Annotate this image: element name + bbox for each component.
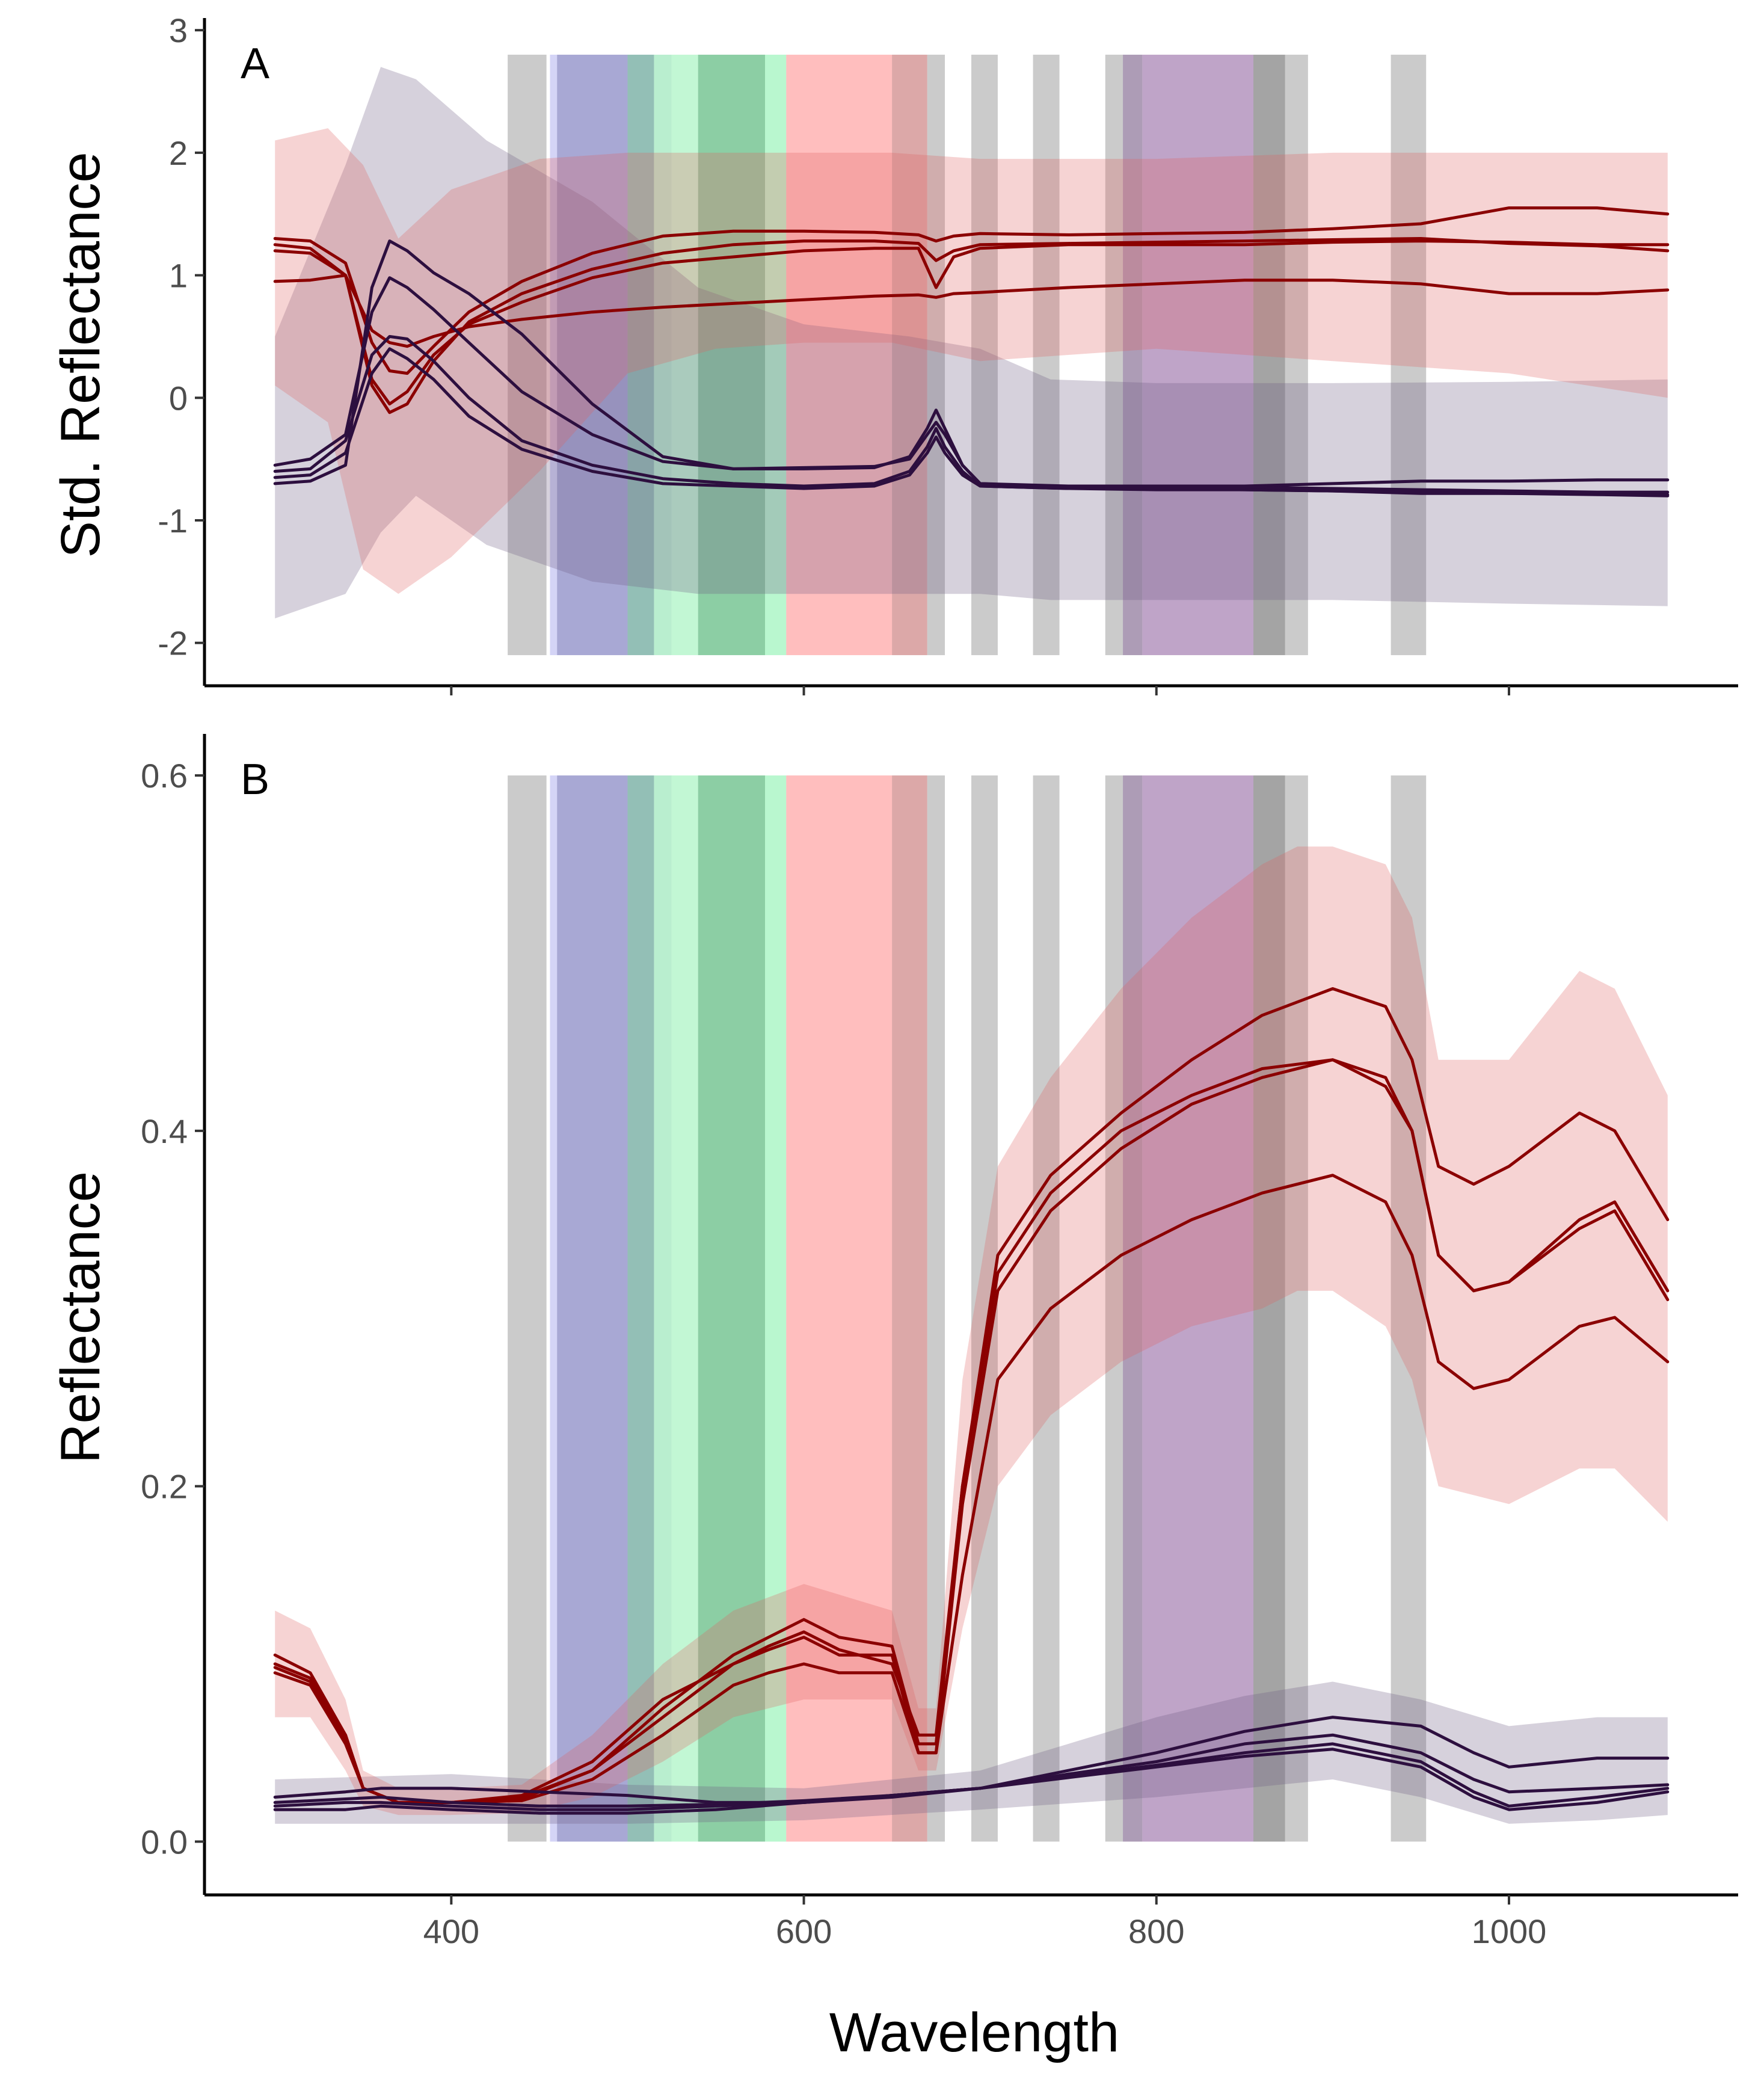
y-axis-title: Std. Reflectance [50,152,111,558]
band-1-12 [1033,775,1060,1842]
envelope-red-1 [275,846,1668,1816]
band-1-3 [627,775,654,1842]
series-line-soil-3 [273,347,1670,496]
band-0-13 [1105,54,1123,656]
band-1-7 [765,775,787,1842]
band-1-0 [508,775,547,1842]
band-0-16 [1253,54,1285,656]
band-1-5 [671,775,698,1842]
band-1-10 [927,775,945,1842]
x-tick-label: 600 [776,1912,832,1950]
panel-a: 3 2 1 0 -1 -2 Std. Reflectance A [50,11,1738,695]
y-axis-title: Reflectance [50,1171,111,1464]
envelope-purple-0 [275,67,1668,619]
band-1-13 [1105,775,1123,1842]
y-tick-label: 0.0 [141,1823,188,1861]
series-line-soil-4 [273,1748,1670,1815]
y-tick-label: 1 [169,257,188,295]
band-0-17 [1285,54,1308,656]
band-1-17 [1285,775,1308,1842]
panel-b: 0.6 0.4 0.2 0.0 400 600 800 1000 Reflectance B [50,734,1738,1950]
band-0-7 [765,54,787,656]
band-0-11 [971,54,998,656]
band-1-14 [1123,775,1143,1842]
band-0-3 [627,54,654,656]
x-axis-title: Wavelength [829,2002,1119,2063]
series-line-vegetation-4 [273,274,1670,348]
band-0-0 [508,54,547,656]
band-1-18 [1391,775,1427,1842]
band-1-15 [1142,775,1253,1842]
series-line-vegetation-2 [273,237,1670,414]
y-tick-label: -2 [158,624,188,662]
band-0-2 [557,54,628,656]
series-line-soil-4 [273,239,1670,494]
y-tick-label: 0 [169,379,188,417]
band-0-18 [1391,54,1427,656]
y-tick-label: -1 [158,502,188,540]
series-line-vegetation-3 [273,239,1670,405]
series-line-vegetation-1 [273,206,1670,375]
band-1-1 [550,775,558,1842]
band-1-2 [557,775,628,1842]
band-0-4 [654,54,672,656]
y-tick-label: 0.2 [141,1468,188,1506]
x-tick-label: 1000 [1472,1912,1547,1950]
envelope-purple-1 [275,1681,1668,1824]
band-1-4 [654,775,672,1842]
y-tick-label: 0.4 [141,1112,188,1150]
band-1-16 [1253,775,1285,1842]
band-0-5 [671,54,698,656]
band-0-8 [786,54,893,656]
panel-tag: A [241,40,269,88]
x-tick-label: 400 [423,1912,479,1950]
band-0-12 [1033,54,1060,656]
band-0-1 [550,54,558,656]
panel-tag: B [241,756,269,804]
band-0-6 [698,54,766,656]
band-0-9 [892,54,927,656]
y-tick-label: 2 [169,134,188,172]
x-tick-label: 800 [1128,1912,1184,1950]
y-tick-label: 0.6 [141,757,188,795]
band-0-15 [1142,54,1253,656]
y-tick-label: 3 [169,11,188,49]
band-0-14 [1123,54,1143,656]
band-0-10 [927,54,945,656]
